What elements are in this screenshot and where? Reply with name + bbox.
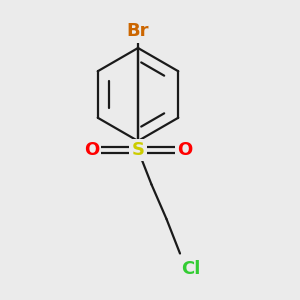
Text: O: O (177, 141, 192, 159)
Text: S: S (131, 141, 145, 159)
Text: Cl: Cl (181, 260, 200, 278)
Text: Br: Br (127, 22, 149, 40)
Text: O: O (84, 141, 99, 159)
